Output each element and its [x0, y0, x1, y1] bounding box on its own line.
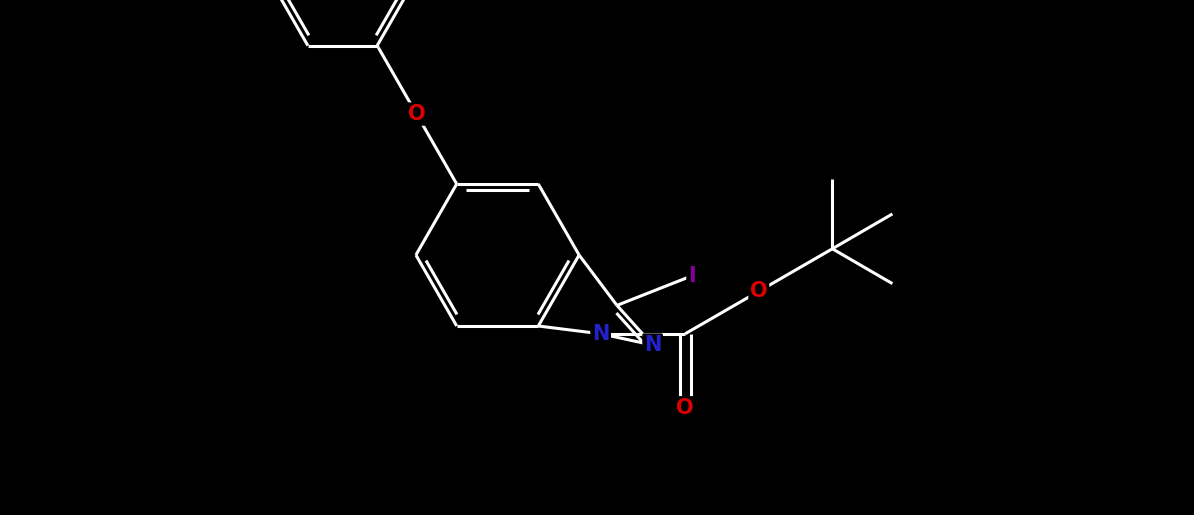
Text: N: N: [592, 324, 609, 344]
Text: O: O: [407, 104, 425, 124]
Text: O: O: [750, 281, 768, 301]
Text: N: N: [644, 335, 661, 355]
Text: O: O: [676, 398, 694, 418]
Text: I: I: [688, 266, 696, 286]
